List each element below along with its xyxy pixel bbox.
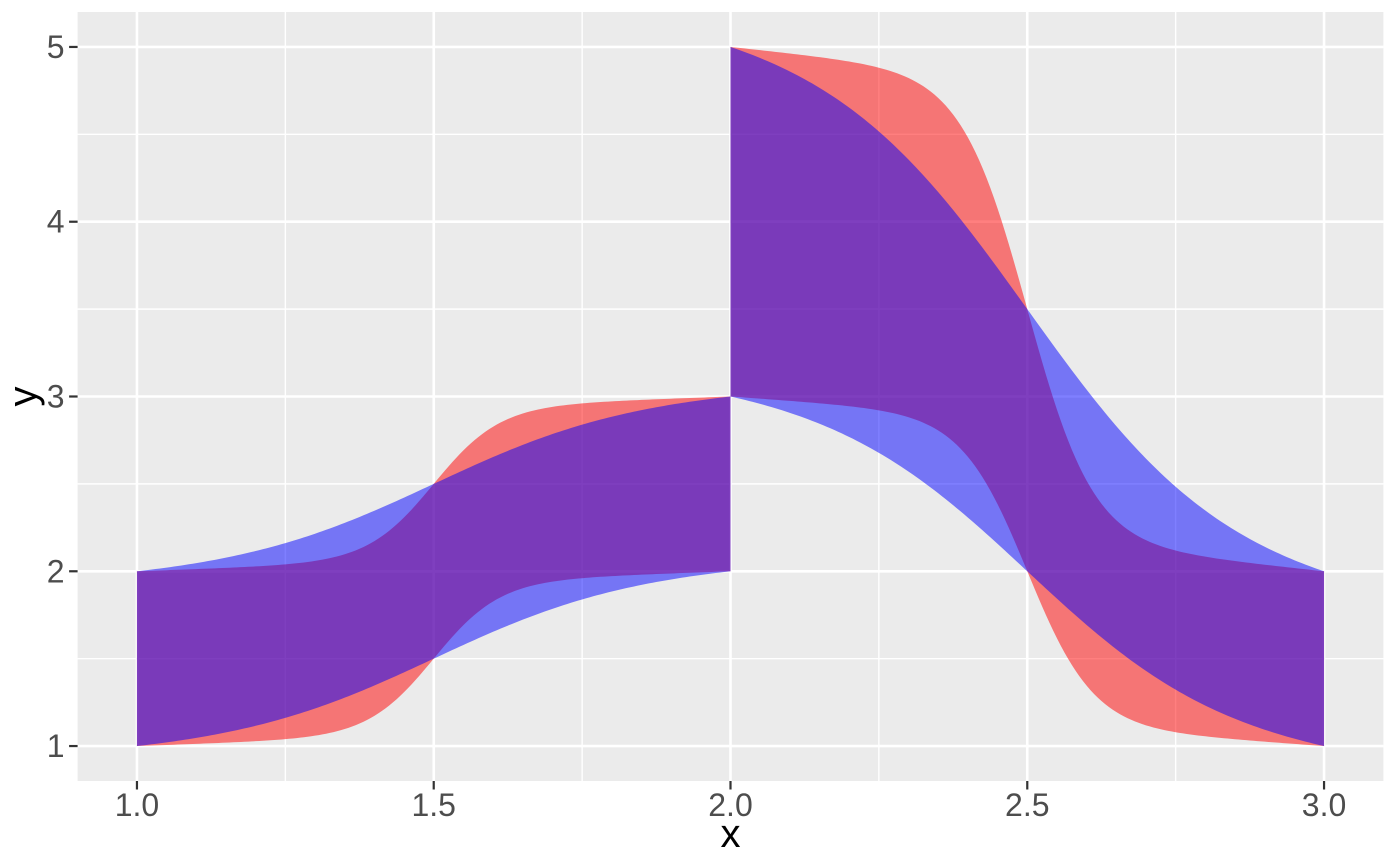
x-tick-label: 3.0 bbox=[1302, 787, 1346, 823]
x-tick-label: 1.5 bbox=[411, 787, 455, 823]
y-tick-label: 2 bbox=[47, 553, 65, 589]
tick-layer bbox=[69, 45, 1326, 790]
y-tick-label: 4 bbox=[47, 204, 65, 240]
x-tick-label: 2.5 bbox=[1005, 787, 1049, 823]
x-tick-label: 1.0 bbox=[115, 787, 159, 823]
y-tick-label: 5 bbox=[47, 29, 65, 65]
y-tick-label: 3 bbox=[47, 379, 65, 415]
x-tick-label: 2.0 bbox=[708, 787, 752, 823]
y-tick-label: 1 bbox=[47, 728, 65, 764]
label-layer: 1.0 1.5 2.0 2.5 3.0 1 2 3 4 5 bbox=[47, 29, 1346, 823]
y-axis-title: y bbox=[1, 387, 45, 407]
x-axis-title: x bbox=[721, 812, 741, 856]
ribbon-layer bbox=[136, 46, 1325, 747]
blue-ribbon bbox=[136, 46, 1325, 747]
